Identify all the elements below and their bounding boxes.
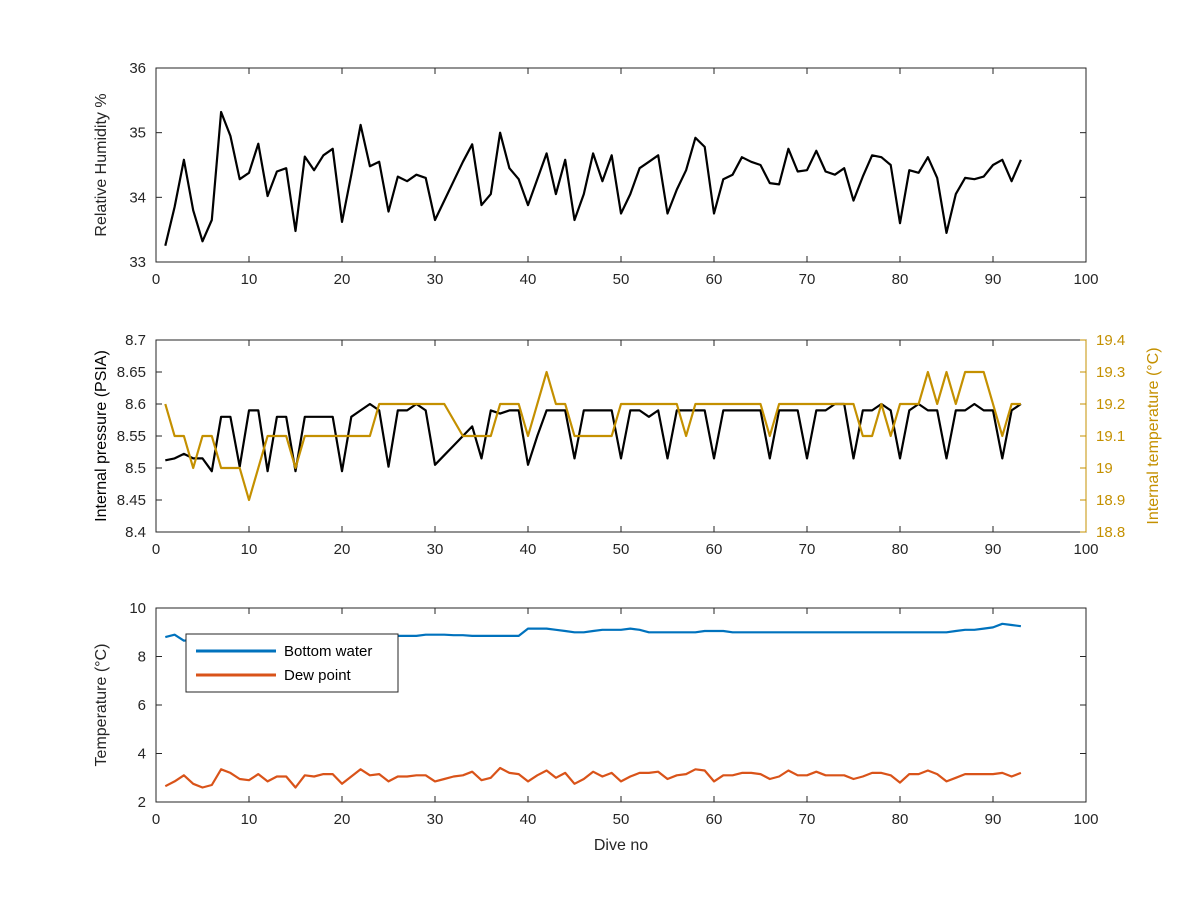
legend: Bottom water Dew point — [185, 633, 399, 693]
x-tick-label: 30 — [427, 811, 444, 828]
plot-box — [155, 339, 1087, 533]
x-tick-label: 100 — [1073, 811, 1098, 828]
x-tick-label: 0 — [152, 541, 160, 558]
y-tick-label: 8.6 — [125, 396, 146, 413]
y-tick-label: 6 — [138, 697, 146, 714]
y2-tick-label: 18.8 — [1096, 524, 1125, 541]
x-tick-label: 50 — [613, 541, 630, 558]
x-tick-label: 30 — [427, 541, 444, 558]
y2-axis-label: Internal temperature (°C) — [1145, 347, 1162, 524]
y2-tick-label: 19.1 — [1096, 428, 1125, 445]
x-tick-label: 80 — [892, 271, 909, 288]
x-tick-label: 20 — [334, 811, 351, 828]
y-tick-label: 33 — [129, 254, 146, 271]
x-tick-label: 90 — [985, 271, 1002, 288]
x-tick-label: 20 — [334, 271, 351, 288]
legend-label: Dew point — [284, 667, 352, 684]
chart-humidity: 0 10 20 30 40 50 60 70 80 90 100 33 34 35 36 Relative H… — [93, 60, 1099, 288]
y-tick-label: 8.55 — [117, 428, 146, 445]
x-tick-label: 80 — [892, 811, 909, 828]
series-line-pressure_temp-1 — [165, 402, 1022, 473]
y-tick-label: 8.5 — [125, 460, 146, 477]
series-line-dew-point — [164, 766, 1022, 789]
chart-temperature: 0 10 20 30 40 50 60 70 80 90 100 2 4 6 8 10 Temperature … — [93, 600, 1099, 854]
y-tick-label: 8.7 — [125, 332, 146, 349]
y2-tick-label: 19.3 — [1096, 364, 1125, 381]
y-tick-label: 10 — [129, 600, 146, 617]
x-tick-label: 90 — [985, 811, 1002, 828]
x-tick-label: 50 — [613, 811, 630, 828]
x-tick-label: 60 — [706, 541, 723, 558]
series-line-pressure_temp-2 — [164, 370, 1021, 502]
x-tick-label: 40 — [520, 271, 537, 288]
y-tick-label: 8 — [138, 649, 146, 666]
x-tick-label: 10 — [241, 541, 258, 558]
series-line-humidity-1 — [164, 110, 1022, 247]
x-tick-label: 100 — [1073, 271, 1098, 288]
x-tick-label: 80 — [892, 541, 909, 558]
y2-tick-label: 19.4 — [1096, 332, 1125, 349]
x-tick-label: 50 — [613, 271, 630, 288]
y-tick-label: 34 — [129, 189, 146, 206]
x-tick-label: 30 — [427, 271, 444, 288]
x-tick-label: 0 — [152, 811, 160, 828]
x-tick-label: 70 — [799, 541, 816, 558]
x-tick-label: 20 — [334, 541, 351, 558]
y-tick-label: 8.65 — [117, 364, 146, 381]
y-tick-label: 36 — [129, 60, 146, 77]
x-tick-label: 100 — [1073, 541, 1098, 558]
x-tick-label: 0 — [152, 271, 160, 288]
y2-tick-label: 19.2 — [1096, 396, 1125, 413]
x-tick-label: 40 — [520, 811, 537, 828]
y2-tick-label: 19 — [1096, 460, 1113, 477]
y-axis-label: Internal pressure (PSIA) — [93, 350, 110, 522]
x-tick-label: 70 — [799, 811, 816, 828]
chart-pressure_temp: 0 10 20 30 40 50 60 70 80 90 100 8.4 8.45 8.5 8.55 8.6 8… — [93, 332, 1162, 558]
x-axis-label: Dive no — [594, 837, 648, 854]
x-tick-label: 10 — [241, 271, 258, 288]
y-tick-label: 4 — [138, 746, 146, 763]
y-tick-label: 2 — [138, 794, 146, 811]
y2-tick-label: 18.9 — [1096, 492, 1125, 509]
x-tick-label: 90 — [985, 541, 1002, 558]
x-tick-label: 60 — [706, 811, 723, 828]
y-axis-label: Relative Humidity % — [93, 93, 110, 236]
y-tick-label: 8.4 — [125, 524, 146, 541]
x-tick-label: 60 — [706, 271, 723, 288]
x-tick-label: 70 — [799, 271, 816, 288]
legend-box — [185, 633, 399, 693]
x-tick-label: 40 — [520, 541, 537, 558]
y-axis-label: Temperature (°C) — [93, 644, 110, 767]
y-tick-label: 35 — [129, 125, 146, 142]
legend-label: Bottom water — [284, 643, 372, 660]
y-tick-label: 8.45 — [117, 492, 146, 509]
x-tick-label: 10 — [241, 811, 258, 828]
